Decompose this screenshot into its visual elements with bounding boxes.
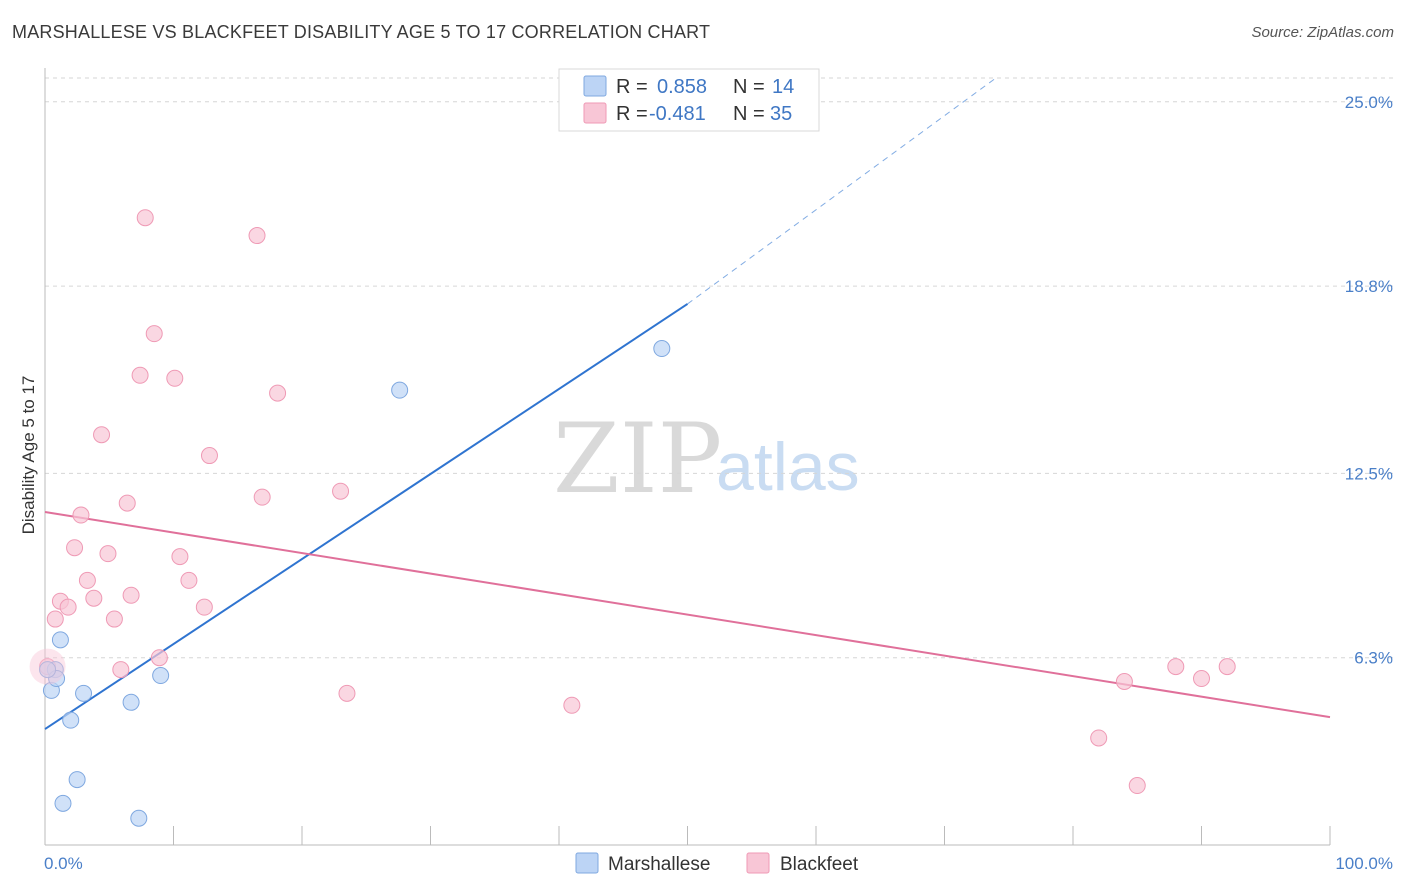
blackfeet-point bbox=[1090, 729, 1108, 747]
bottom-legend-swatch-marshallese bbox=[575, 852, 599, 874]
blackfeet-point bbox=[78, 571, 96, 589]
blackfeet-point bbox=[1193, 670, 1210, 688]
blackfeet-point bbox=[105, 610, 123, 628]
blackfeet-point bbox=[72, 506, 90, 524]
legend-swatch-blackfeet bbox=[583, 102, 607, 124]
blackfeet-point bbox=[253, 488, 271, 506]
marshallese-point bbox=[62, 711, 80, 729]
blackfeet-point bbox=[93, 426, 111, 444]
blackfeet-point bbox=[118, 494, 136, 512]
marshallese-point bbox=[391, 381, 409, 399]
data-points bbox=[29, 209, 1236, 827]
blackfeet-point bbox=[248, 227, 266, 245]
y-tick-label: 25.0% bbox=[1345, 93, 1393, 112]
y-axis-title: Disability Age 5 to 17 bbox=[19, 376, 38, 535]
bottom-legend-swatch-blackfeet bbox=[746, 852, 770, 874]
legend-r-label-2: R = bbox=[616, 103, 648, 125]
blackfeet-point bbox=[195, 598, 213, 616]
y-tick-label: 12.5% bbox=[1345, 464, 1393, 483]
axes bbox=[44, 68, 1331, 846]
watermark-zip: ZIP bbox=[553, 403, 722, 515]
legend-r-value-1: 0.858 bbox=[657, 76, 707, 98]
y-tick-label: 6.3% bbox=[1354, 649, 1393, 668]
blackfeet-point bbox=[1115, 672, 1133, 690]
blackfeet-point bbox=[1128, 777, 1146, 795]
blackfeet-point bbox=[46, 610, 64, 628]
legend-n-value-2: 35 bbox=[770, 103, 792, 125]
marshallese-point bbox=[122, 693, 140, 711]
blackfeet-point bbox=[112, 661, 130, 679]
blackfeet-point bbox=[150, 649, 168, 667]
marshallese-point bbox=[653, 340, 671, 358]
legend-n-value-1: 14 bbox=[772, 76, 794, 98]
blackfeet-point bbox=[171, 548, 189, 566]
blackfeet-point bbox=[180, 571, 198, 589]
chart-title: MARSHALLESE VS BLACKFEET DISABILITY AGE … bbox=[12, 22, 711, 42]
marshallese-point bbox=[39, 661, 57, 679]
bottom-legend-marshallese: Marshallese bbox=[608, 854, 710, 875]
blackfeet-point bbox=[85, 589, 103, 607]
marshallese-point bbox=[68, 771, 86, 789]
blackfeet-point bbox=[166, 369, 184, 387]
blackfeet-point bbox=[122, 586, 140, 604]
blackfeet-trend-line bbox=[44, 511, 1331, 719]
legend-r-value-2: -0.481 bbox=[649, 103, 706, 125]
blackfeet-point bbox=[200, 447, 218, 465]
legend-n-label-1: N = bbox=[733, 76, 765, 98]
marshallese-trend-extension bbox=[687, 77, 997, 305]
bottom-legend-blackfeet: Blackfeet bbox=[780, 854, 859, 875]
marshallese-point bbox=[54, 794, 72, 812]
blackfeet-point bbox=[59, 598, 77, 616]
blackfeet-point bbox=[66, 539, 84, 557]
blackfeet-cluster-point bbox=[29, 648, 66, 685]
y-tick-label: 18.8% bbox=[1345, 277, 1393, 296]
x-tick-label-min: 0.0% bbox=[44, 854, 83, 873]
marshallese-point bbox=[130, 809, 148, 827]
legend-swatch-marshallese bbox=[583, 75, 607, 97]
blackfeet-point bbox=[145, 325, 163, 343]
series-legend: Marshallese Blackfeet bbox=[575, 852, 859, 875]
blackfeet-point bbox=[136, 209, 154, 227]
correlation-legend: R = 0.858 N = 14 R = -0.481 N = 35 bbox=[558, 68, 820, 132]
y-tick-labels: 6.3% 12.5% 18.8% 25.0% bbox=[1345, 93, 1393, 668]
source-label: Source: ZipAtlas.com bbox=[1251, 24, 1394, 41]
legend-n-label-2: N = bbox=[733, 103, 765, 125]
blackfeet-point bbox=[1167, 658, 1185, 676]
blackfeet-point bbox=[563, 696, 581, 714]
blackfeet-point bbox=[269, 384, 287, 402]
blackfeet-point bbox=[131, 366, 149, 384]
x-tick-label-max: 100.0% bbox=[1335, 854, 1393, 873]
watermark-atlas: atlas bbox=[716, 429, 860, 505]
blackfeet-point bbox=[1218, 658, 1236, 676]
blackfeet-point bbox=[338, 684, 356, 702]
marshallese-point bbox=[75, 684, 93, 702]
grid-lines bbox=[45, 77, 1395, 659]
blackfeet-point bbox=[332, 482, 350, 500]
marshallese-point bbox=[51, 631, 69, 649]
legend-r-label-1: R = bbox=[616, 76, 648, 98]
marshallese-point bbox=[152, 667, 170, 685]
blackfeet-point bbox=[99, 545, 117, 563]
